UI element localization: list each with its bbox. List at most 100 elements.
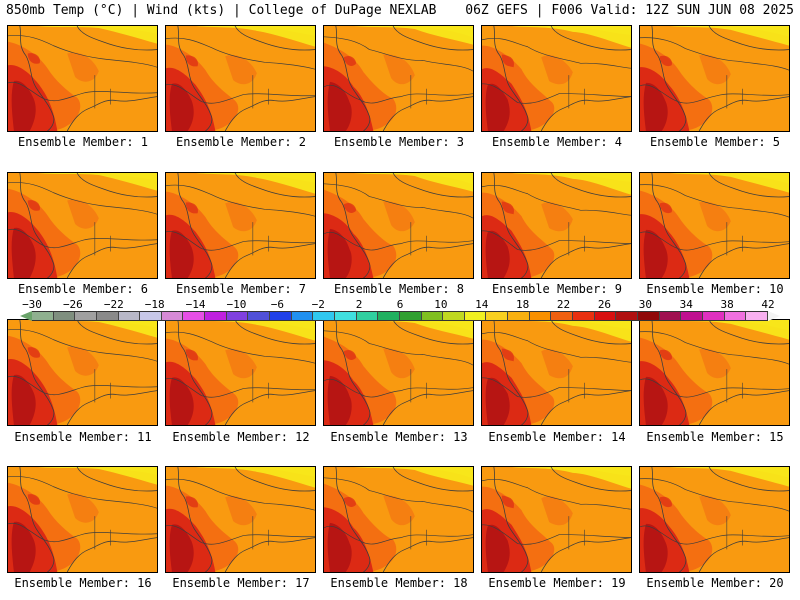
temperature-map	[324, 173, 473, 278]
colorbar-swatch	[32, 312, 54, 320]
colorbar-swatch	[464, 312, 487, 320]
temperature-map	[324, 467, 473, 572]
colorbar-swatch	[53, 312, 76, 320]
chart-title: 850mb Temp (°C) | Wind (kts) | College o…	[6, 3, 437, 18]
temperature-map	[324, 26, 473, 131]
colorbar-swatch	[637, 312, 660, 320]
colorbar-tick-label: 6	[396, 298, 404, 311]
colorbar-tick-label: −2	[311, 298, 325, 311]
colorbar-tick-label: 26	[597, 298, 612, 311]
colorbar-swatch	[443, 312, 465, 320]
ensemble-member-label: Ensemble Member: 3	[333, 135, 465, 149]
colorbar-tick-label: −30	[22, 298, 42, 311]
colorbar-swatch	[724, 312, 747, 320]
ensemble-map-panel	[323, 25, 474, 132]
colorbar-tick-label: 18	[516, 298, 530, 311]
ensemble-map-panel	[7, 172, 158, 279]
colorbar-tick-label: −18	[144, 298, 165, 311]
colorbar-tick-label: −22	[103, 298, 124, 311]
ensemble-map-panel	[639, 466, 790, 573]
temperature-map	[482, 467, 631, 572]
temperature-map	[166, 467, 315, 572]
ensemble-member-label: Ensemble Member: 19	[488, 576, 626, 590]
ensemble-member-label: Ensemble Member: 7	[175, 282, 307, 296]
ensemble-map-panel	[639, 25, 790, 132]
temperature-map	[8, 26, 157, 131]
ensemble-map-panel	[481, 466, 632, 573]
temperature-map	[482, 320, 631, 425]
colorbar-tick-label: −10	[226, 298, 247, 311]
colorbar-swatch	[75, 312, 97, 320]
colorbar-swatch	[659, 312, 682, 320]
colorbar-swatch	[681, 312, 703, 320]
ensemble-member-label: Ensemble Member: 15	[646, 430, 784, 444]
temperature-map	[324, 320, 473, 425]
colorbar-swatch	[746, 312, 768, 320]
colorbar-swatch	[573, 312, 595, 320]
colorbar-swatch	[421, 312, 444, 320]
ensemble-member-label: Ensemble Member: 9	[491, 282, 623, 296]
ensemble-member-label: Ensemble Member: 1	[17, 135, 149, 149]
ensemble-member-label: Ensemble Member: 5	[649, 135, 781, 149]
colorbar-tick-label: 38	[720, 298, 734, 311]
colorbar-tick-label: 22	[556, 298, 571, 311]
colorbar-tick-label: 42	[761, 298, 775, 311]
colorbar-swatch	[183, 312, 206, 320]
ensemble-map-panel	[639, 172, 790, 279]
temperature-map	[640, 320, 789, 425]
temperature-map	[482, 173, 631, 278]
ensemble-map-panel	[323, 319, 474, 426]
ensemble-member-label: Ensemble Member: 16	[14, 576, 152, 590]
ensemble-member-label: Ensemble Member: 8	[333, 282, 465, 296]
colorbar-tick-label: 10	[434, 298, 448, 311]
colorbar-swatch	[529, 312, 552, 320]
temperature-map	[640, 467, 789, 572]
ensemble-map-panel	[7, 319, 158, 426]
ensemble-map-panel	[165, 466, 316, 573]
colorbar-tick-label: −14	[185, 298, 206, 311]
temperature-map	[8, 173, 157, 278]
colorbar-bar	[32, 311, 768, 321]
ensemble-member-label: Ensemble Member: 2	[175, 135, 307, 149]
temperature-map	[640, 173, 789, 278]
ensemble-member-label: Ensemble Member: 20	[646, 576, 784, 590]
colorbar-swatch	[378, 312, 400, 320]
colorbar-swatch	[96, 312, 119, 320]
run-valid-time: 06Z GEFS | F006 Valid: 12Z SUN JUN 08 20…	[465, 3, 794, 18]
colorbar-swatch	[118, 312, 141, 320]
temperature-map	[166, 173, 315, 278]
colorbar-swatch	[702, 312, 725, 320]
colorbar-swatch	[140, 312, 162, 320]
ensemble-member-label: Ensemble Member: 4	[491, 135, 623, 149]
ensemble-member-label: Ensemble Member: 13	[330, 430, 468, 444]
ensemble-map-panel	[323, 466, 474, 573]
ensemble-member-label: Ensemble Member: 14	[488, 430, 626, 444]
ensemble-map-panel	[165, 319, 316, 426]
ensemble-member-label: Ensemble Member: 12	[172, 430, 310, 444]
colorbar-swatch	[161, 312, 184, 320]
colorbar-max-arrow	[768, 311, 780, 321]
ensemble-member-label: Ensemble Member: 18	[330, 576, 468, 590]
colorbar-tick-label: 14	[475, 298, 489, 311]
colorbar-swatch	[399, 312, 422, 320]
ensemble-map-panel	[165, 25, 316, 132]
colorbar-swatch	[551, 312, 574, 320]
colorbar-tick-label: −26	[62, 298, 83, 311]
colorbar-swatch	[313, 312, 335, 320]
colorbar-tick-label: 2	[355, 298, 363, 311]
colorbar-swatch	[205, 312, 227, 320]
ensemble-member-label: Ensemble Member: 10	[646, 282, 784, 296]
ensemble-map-panel	[7, 25, 158, 132]
ensemble-member-label: Ensemble Member: 17	[172, 576, 310, 590]
colorbar-swatch	[248, 312, 271, 320]
colorbar-swatch	[616, 312, 638, 320]
ensemble-map-panel	[639, 319, 790, 426]
temperature-map	[8, 467, 157, 572]
temperature-map	[482, 26, 631, 131]
colorbar-swatch	[226, 312, 249, 320]
temperature-map	[166, 26, 315, 131]
colorbar-swatch	[270, 312, 292, 320]
temperature-colorbar: −30 −26 −22 −18 −14 −10 −6 −2 2 6 10 14 18 22 26 30 34 38…	[12, 299, 788, 321]
ensemble-map-panel	[323, 172, 474, 279]
colorbar-swatch	[334, 312, 357, 320]
